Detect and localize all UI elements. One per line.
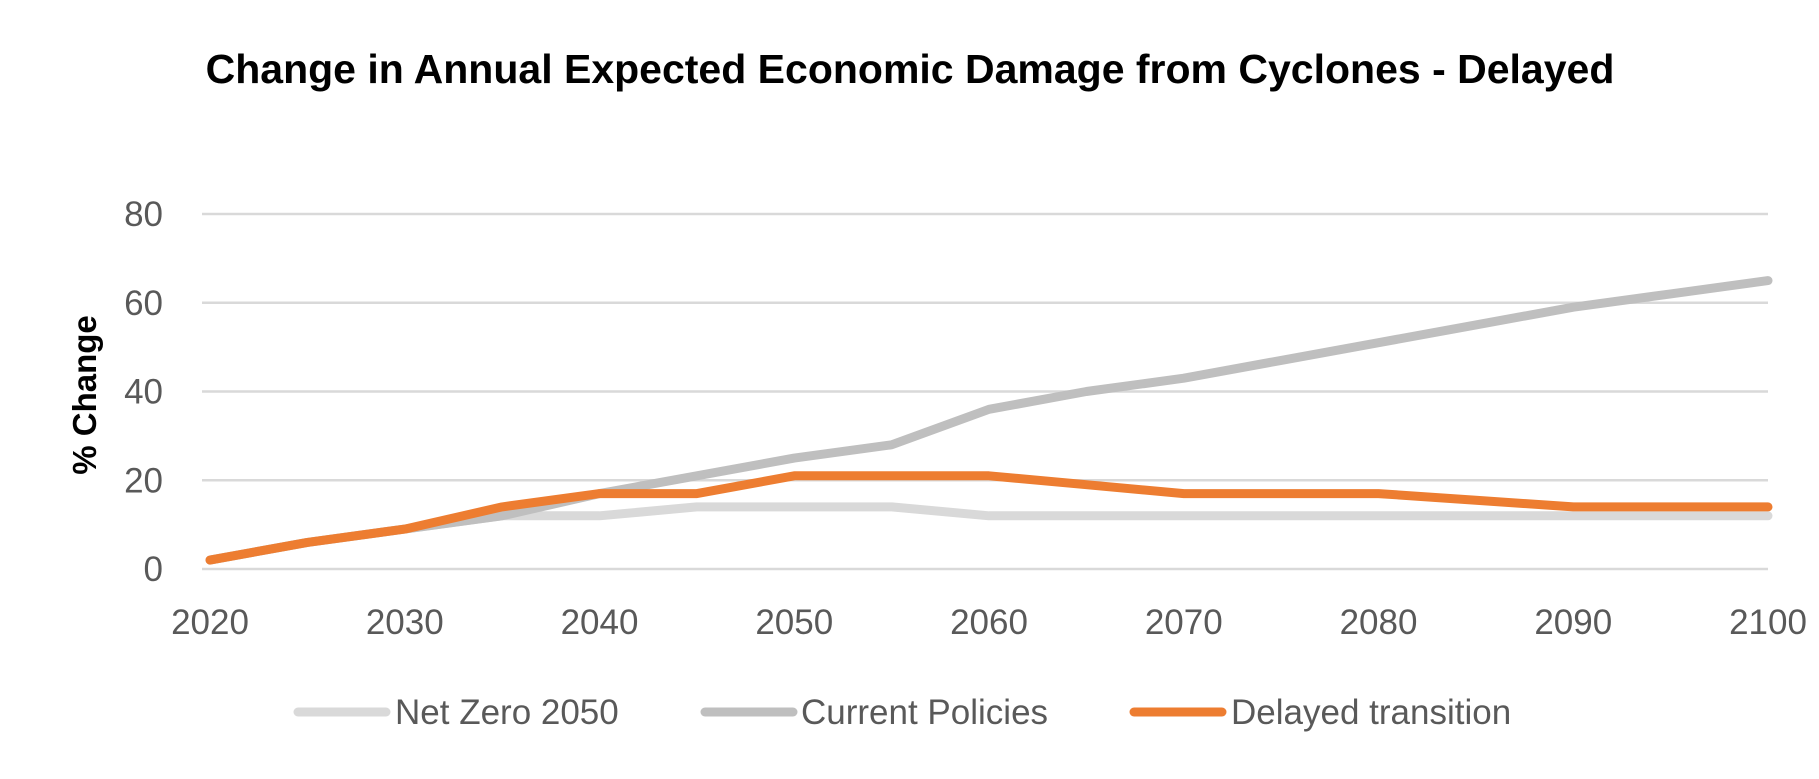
x-tick-label: 2100	[1729, 603, 1807, 642]
y-tick-label: 0	[144, 550, 163, 589]
series-line-current-policies	[205, 276, 1773, 565]
x-tick-label: 2060	[950, 603, 1028, 642]
y-axis-title: % Change	[66, 315, 103, 475]
x-tick-label: 2040	[561, 603, 639, 642]
series-lines	[205, 276, 1773, 565]
legend-label: Current Policies	[801, 693, 1048, 732]
x-tick-label: 2090	[1534, 603, 1612, 642]
x-tick-label: 2080	[1340, 603, 1418, 642]
x-tick-label: 2050	[755, 603, 833, 642]
x-tick-label: 2070	[1145, 603, 1223, 642]
legend-item-current-policies: Current Policies	[700, 693, 1048, 732]
x-tick-label: 2020	[171, 603, 249, 642]
legend-label: Delayed transition	[1231, 693, 1511, 732]
y-axis-tick-labels: 0 20 40 60 80	[124, 195, 163, 589]
x-tick-label: 2030	[366, 603, 444, 642]
y-tick-label: 20	[124, 461, 163, 500]
legend-item-net-zero-2050: Net Zero 2050	[293, 693, 619, 732]
y-tick-label: 60	[124, 284, 163, 323]
legend-item-delayed-transition: Delayed transition	[1129, 693, 1511, 732]
legend-label: Net Zero 2050	[395, 693, 619, 732]
legend: Net Zero 2050 Current Policies Delayed tra…	[293, 693, 1511, 732]
series-line-delayed-transition	[205, 471, 1773, 565]
y-tick-label: 40	[124, 373, 163, 412]
series-line-net-zero-2050	[205, 502, 1773, 565]
y-tick-label: 80	[124, 195, 163, 234]
chart-title: Change in Annual Expected Economic Damag…	[205, 46, 1615, 92]
x-axis-tick-labels: 2020 2030 2040 2050 2060 2070 2080 2090 2100	[171, 603, 1807, 642]
